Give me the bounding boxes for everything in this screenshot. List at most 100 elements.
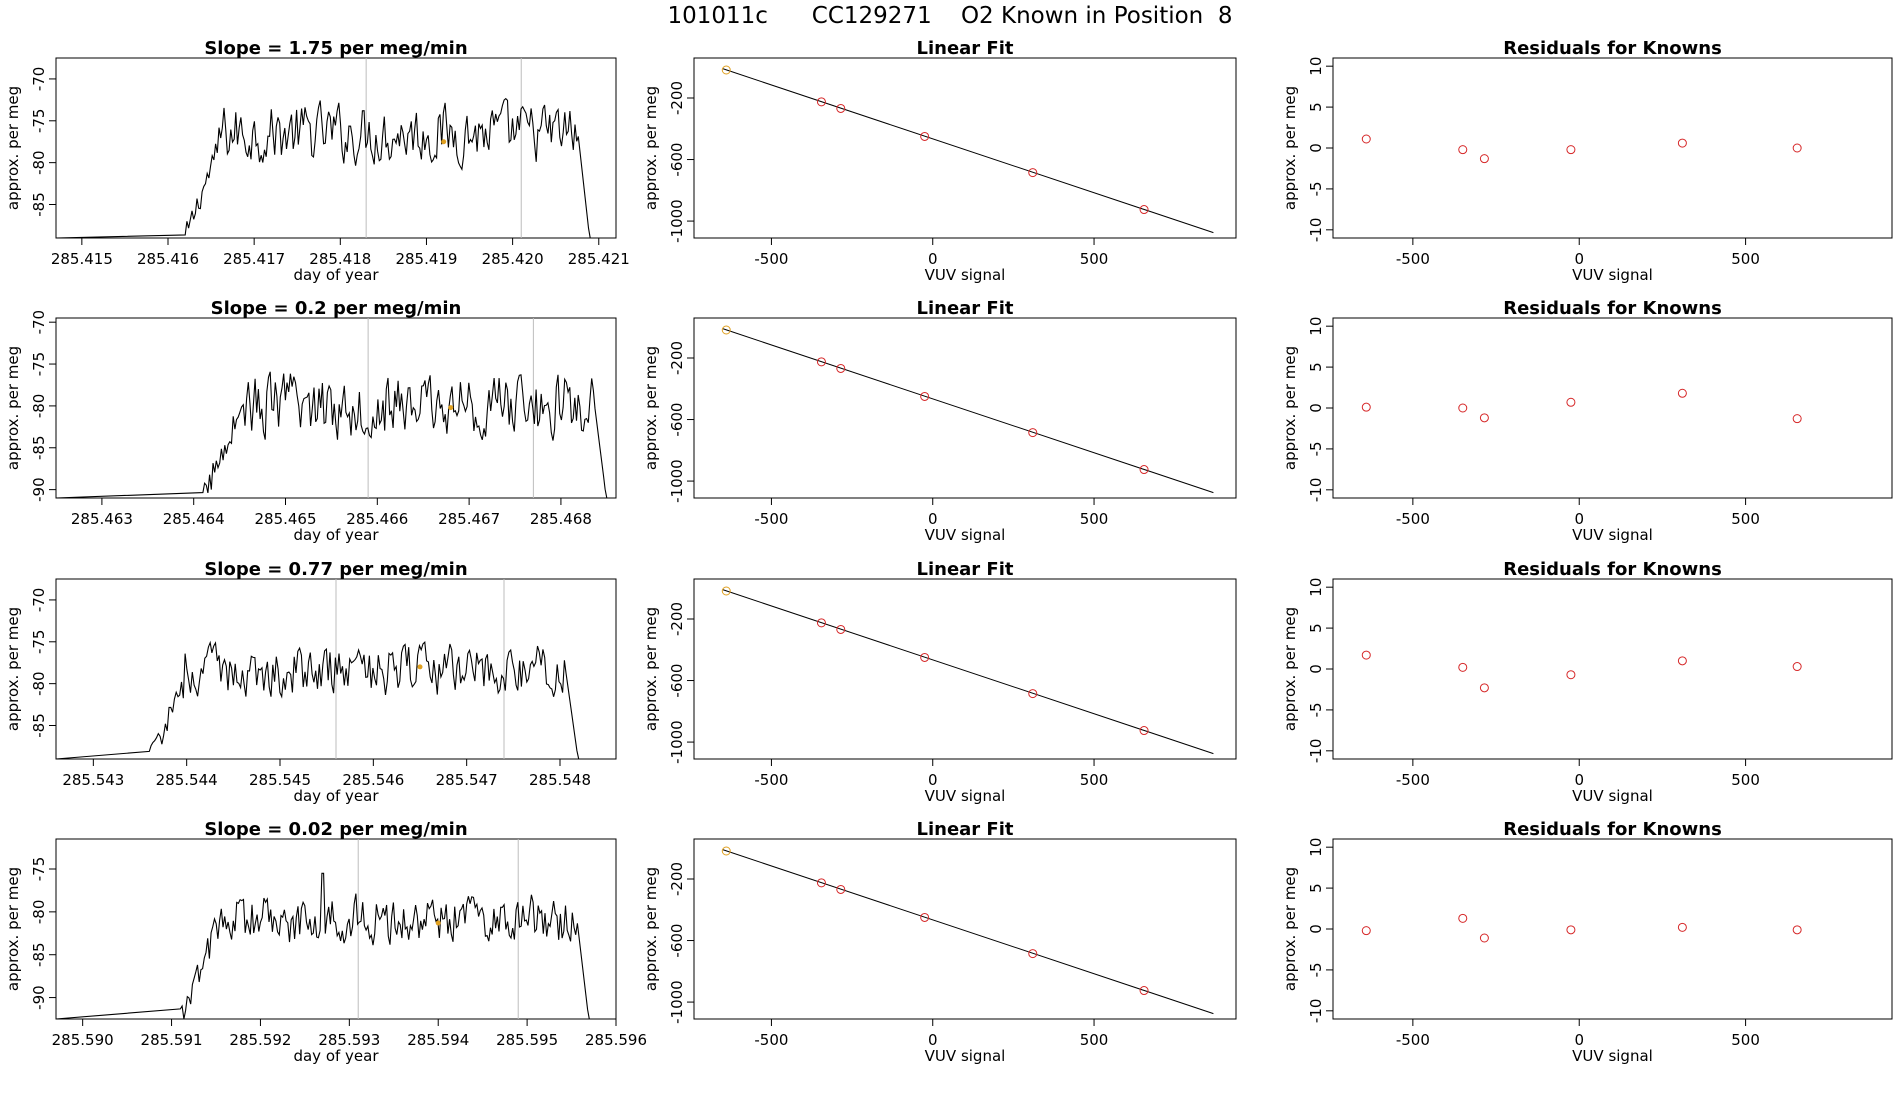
panel-0-timeseries-frame [55,57,617,239]
panel-1-fit-point [1028,428,1038,438]
panel-1-timeseries-ytick-label: -90 [30,477,48,502]
panel-1-timeseries-xtick-label: 285.464 [163,510,225,528]
panel-0-fit-ylabel: approx. per meg [642,86,660,210]
panel-2-residuals-point [1361,650,1371,660]
panel-2-fit-ytick-label: -1000 [668,720,686,764]
panel-2-timeseries-ytick-label: -80 [30,671,48,696]
panel-2-residuals-xtick-label: -500 [1396,771,1430,789]
panel-0-fit-point [836,103,846,113]
panel-1-residuals-xtick-label: 500 [1731,510,1760,528]
panel-1-timeseries-marker [448,405,454,411]
panel-1-residuals-ylabel: approx. per meg [1281,346,1299,470]
panel-1-residuals-ytick-label: -5 [1307,441,1325,456]
panel-0-residuals-ylabel: approx. per meg [1281,86,1299,210]
panel-3-fit-xtick-label: 500 [1080,1031,1109,1049]
panel-3-residuals-ytick-label: 0 [1307,924,1325,934]
panel-3-fit-point [836,884,846,894]
panel-0-fit-point [816,97,826,107]
panel-2-fit-point [721,586,731,596]
panel-0-fit-fit-line [722,68,1214,234]
panel-1-fit-xtick-label: -500 [754,510,788,528]
panel-0-fit-ytick-label: -600 [668,143,686,177]
panel-1-timeseries-xlabel: day of year [293,526,379,544]
panel-3-timeseries-ylabel: approx. per meg [4,867,22,991]
panel-1-timeseries-xtick-label: 285.468 [530,510,592,528]
panel-3-fit-xtick-label: -500 [754,1031,788,1049]
panel-3-fit-point [920,912,930,922]
panel-2-residuals-xtick-label: 500 [1731,771,1760,789]
panel-2-fit-xlabel: VUV signal [925,787,1006,805]
panel-0-timeseries-trace [55,97,591,239]
panel-2-residuals-point [1458,662,1468,672]
panel-0-timeseries-xtick-label: 285.419 [395,250,457,268]
panel-2-residuals-frame [1332,578,1893,760]
panel-0-fit-xtick-label: 500 [1080,250,1109,268]
panel-1-residuals-point [1458,403,1468,413]
panel-0-fit-point [1139,205,1149,215]
panel-0-timeseries-ytick-label: -75 [30,109,48,134]
panel-1-residuals-title: Residuals for Knowns [1503,298,1722,319]
panel-0-residuals-frame [1332,57,1893,239]
panel-1-timeseries-xtick-label: 285.466 [346,510,408,528]
panel-3-fit-title: Linear Fit [916,819,1013,840]
panel-3-timeseries-xtick-label: 285.590 [52,1031,114,1049]
panel-2-fit-point [816,618,826,628]
panel-1-timeseries-ytick-label: -80 [30,394,48,419]
panel-3-residuals-point [1479,933,1489,943]
panel-1-residuals-point [1361,402,1371,412]
panel-3-residuals-xtick-label: 500 [1731,1031,1760,1049]
panel-0-residuals-ytick-label: -10 [1307,218,1325,243]
panel-0-residuals-point [1479,154,1489,164]
panel-2-residuals-xtick-label: 0 [1574,771,1584,789]
panel-3-residuals-point [1677,922,1687,932]
panel-3-timeseries-xtick-label: 285.592 [229,1031,291,1049]
panel-3-residuals-ytick-label: 10 [1307,838,1325,857]
panel-2-fit-ytick-label: -200 [668,602,686,636]
figure-title: 101011c CC129271 O2 Known in Position 8 [667,3,1233,29]
panel-3-fit-point [1028,949,1038,959]
panel-3-fit-fit-line [722,849,1214,1015]
panel-3-residuals-xtick-label: -500 [1396,1031,1430,1049]
panel-1-residuals-ytick-label: 0 [1307,403,1325,413]
panel-1-fit-point [920,391,930,401]
panel-3-timeseries-ytick-label: -85 [30,942,48,967]
panel-0-residuals-xtick-label: 500 [1731,250,1760,268]
panel-1-residuals-point [1479,413,1489,423]
panel-2-residuals-ytick-label: -5 [1307,702,1325,717]
panel-0-timeseries-xtick-label: 285.415 [51,250,113,268]
panel-3-fit-point [816,878,826,888]
panel-0-timeseries-xtick-label: 285.417 [223,250,285,268]
panel-1-residuals-point [1677,388,1687,398]
panel-3-residuals-xtick-label: 0 [1574,1031,1584,1049]
panel-0-timeseries-marker [441,139,447,145]
panel-1-residuals-xtick-label: 0 [1574,510,1584,528]
panel-1-fit-ytick-label: -1000 [668,459,686,503]
panel-3-timeseries-title: Slope = 0.02 per meg/min [204,819,467,840]
panel-1-residuals-ytick-label: 5 [1307,362,1325,372]
panel-3-fit-point [1139,986,1149,996]
panel-1-timeseries-xtick-label: 285.463 [71,510,133,528]
panel-1-fit-xtick-label: 500 [1080,510,1109,528]
panel-3-fit-xtick-label: 0 [928,1031,938,1049]
panel-3-timeseries-xtick-label: 285.595 [496,1031,558,1049]
panel-2-fit-point [920,652,930,662]
panel-1-timeseries-frame [55,317,617,499]
panel-2-fit-point [1139,726,1149,736]
panel-2-timeseries-xtick-label: 285.546 [342,771,404,789]
panel-0-residuals-title: Residuals for Knowns [1503,38,1722,59]
panel-3-fit-ylabel: approx. per meg [642,867,660,991]
panel-3-residuals-xlabel: VUV signal [1572,1047,1653,1065]
panel-2-fit-point [1028,689,1038,699]
panel-3-residuals-ytick-label: -10 [1307,999,1325,1024]
panel-0-residuals-xlabel: VUV signal [1572,266,1653,284]
panel-0-residuals-ytick-label: -5 [1307,181,1325,196]
panel-2-residuals-ytick-label: 5 [1307,623,1325,633]
panel-0-residuals-xtick-label: -500 [1396,250,1430,268]
panel-1-residuals-xlabel: VUV signal [1572,526,1653,544]
panel-2-timeseries-ytick-label: -85 [30,713,48,738]
panel-0-residuals-ytick-label: 0 [1307,143,1325,153]
panel-1-fit-fit-line [722,328,1214,494]
panel-3-residuals-point [1458,913,1468,923]
panel-0-residuals-point [1566,145,1576,155]
